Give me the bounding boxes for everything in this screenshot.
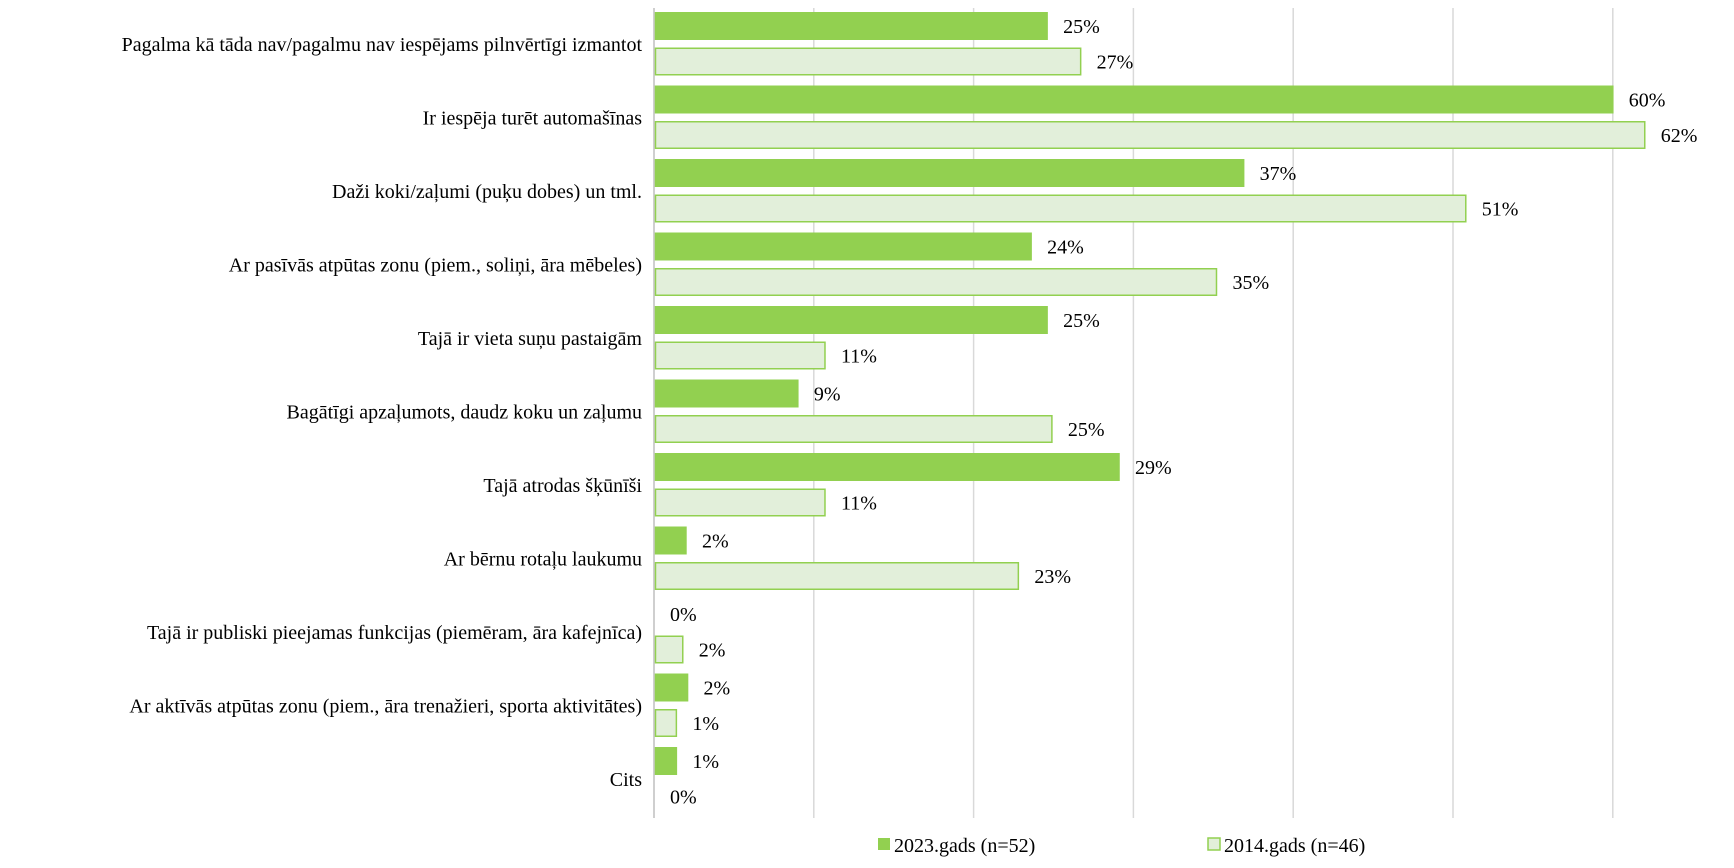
- data-label-2014: 27%: [1097, 52, 1134, 74]
- legend-label: 2023.gads (n=52): [894, 835, 1035, 857]
- data-label-2014: 2%: [699, 640, 726, 662]
- data-label-2023: 1%: [692, 751, 719, 773]
- category-label: Ar bērnu rotaļu laukumu: [444, 548, 642, 570]
- data-label-2023: 2%: [702, 531, 729, 553]
- bar-2023: [654, 12, 1048, 40]
- category-label: Ar aktīvās atpūtas zonu (piem., āra tren…: [129, 695, 642, 717]
- bar-2014: [654, 488, 826, 517]
- bar-2014: [654, 194, 1467, 223]
- bar-2023: [654, 85, 1614, 114]
- category-label: Tajā ir vieta suņu pastaigām: [418, 328, 643, 350]
- bar-2023: [654, 747, 678, 775]
- data-label-2023: 37%: [1260, 163, 1297, 185]
- data-label-2023: 25%: [1063, 16, 1100, 38]
- data-label-2023: 60%: [1629, 90, 1666, 112]
- bar-2014: [654, 415, 1053, 443]
- bar-2014: [654, 47, 1082, 76]
- data-label-2014: 51%: [1482, 199, 1519, 221]
- data-label-2014: 25%: [1068, 419, 1105, 441]
- bar-2014: [654, 341, 826, 370]
- legend-swatch: [878, 838, 890, 850]
- bar-2014: [654, 635, 684, 664]
- category-label: Cits: [610, 769, 642, 791]
- category-label: Pagalma kā tāda nav/pagalmu nav iespējam…: [122, 34, 643, 56]
- category-label: Daži koki/zaļumi (puķu dobes) un tml.: [332, 181, 642, 203]
- bar-2023: [654, 306, 1048, 334]
- data-label-2014: 35%: [1232, 272, 1269, 294]
- bar-2023: [654, 232, 1032, 261]
- bar-2014: [654, 709, 678, 737]
- bar-2023: [654, 159, 1245, 187]
- category-label: Tajā atrodas šķūnīši: [483, 475, 642, 497]
- data-label-2014: 11%: [841, 493, 877, 515]
- data-label-2014: 23%: [1034, 566, 1071, 588]
- bar-2014: [654, 121, 1646, 149]
- category-label: Bagātīgi apzaļumots, daudz koku un zaļum…: [287, 401, 642, 423]
- category-label: Ar pasīvās atpūtas zonu (piem., soliņi, …: [229, 254, 642, 276]
- bar-2023: [654, 453, 1120, 481]
- category-label: Ir iespēja turēt automašīnas: [423, 107, 643, 129]
- data-label-2023: 0%: [670, 604, 697, 626]
- data-label-2023: 24%: [1047, 237, 1084, 259]
- bar-2023: [654, 526, 687, 555]
- data-label-2023: 25%: [1063, 310, 1100, 332]
- bar-2014: [654, 562, 1020, 590]
- legend-label: 2014.gads (n=46): [1224, 835, 1365, 857]
- data-label-2014: 11%: [841, 346, 877, 368]
- data-label-2014: 1%: [692, 713, 719, 735]
- data-label-2023: 2%: [704, 678, 731, 700]
- data-label-2014: 62%: [1661, 125, 1698, 147]
- legend-swatch: [1207, 837, 1221, 851]
- data-label-2023: 29%: [1135, 457, 1172, 479]
- bar-2023: [654, 379, 799, 408]
- bar-2023: [654, 673, 689, 702]
- data-label-2023: 9%: [814, 384, 841, 406]
- category-label: Tajā ir publiski pieejamas funkcijas (pi…: [147, 622, 642, 644]
- data-label-2014: 0%: [670, 787, 697, 809]
- bar-2014: [654, 268, 1218, 296]
